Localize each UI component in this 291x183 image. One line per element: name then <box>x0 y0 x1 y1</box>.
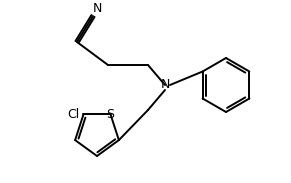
Text: N: N <box>160 79 170 92</box>
Text: S: S <box>107 108 115 121</box>
Text: Cl: Cl <box>67 108 80 121</box>
Text: N: N <box>92 3 102 16</box>
